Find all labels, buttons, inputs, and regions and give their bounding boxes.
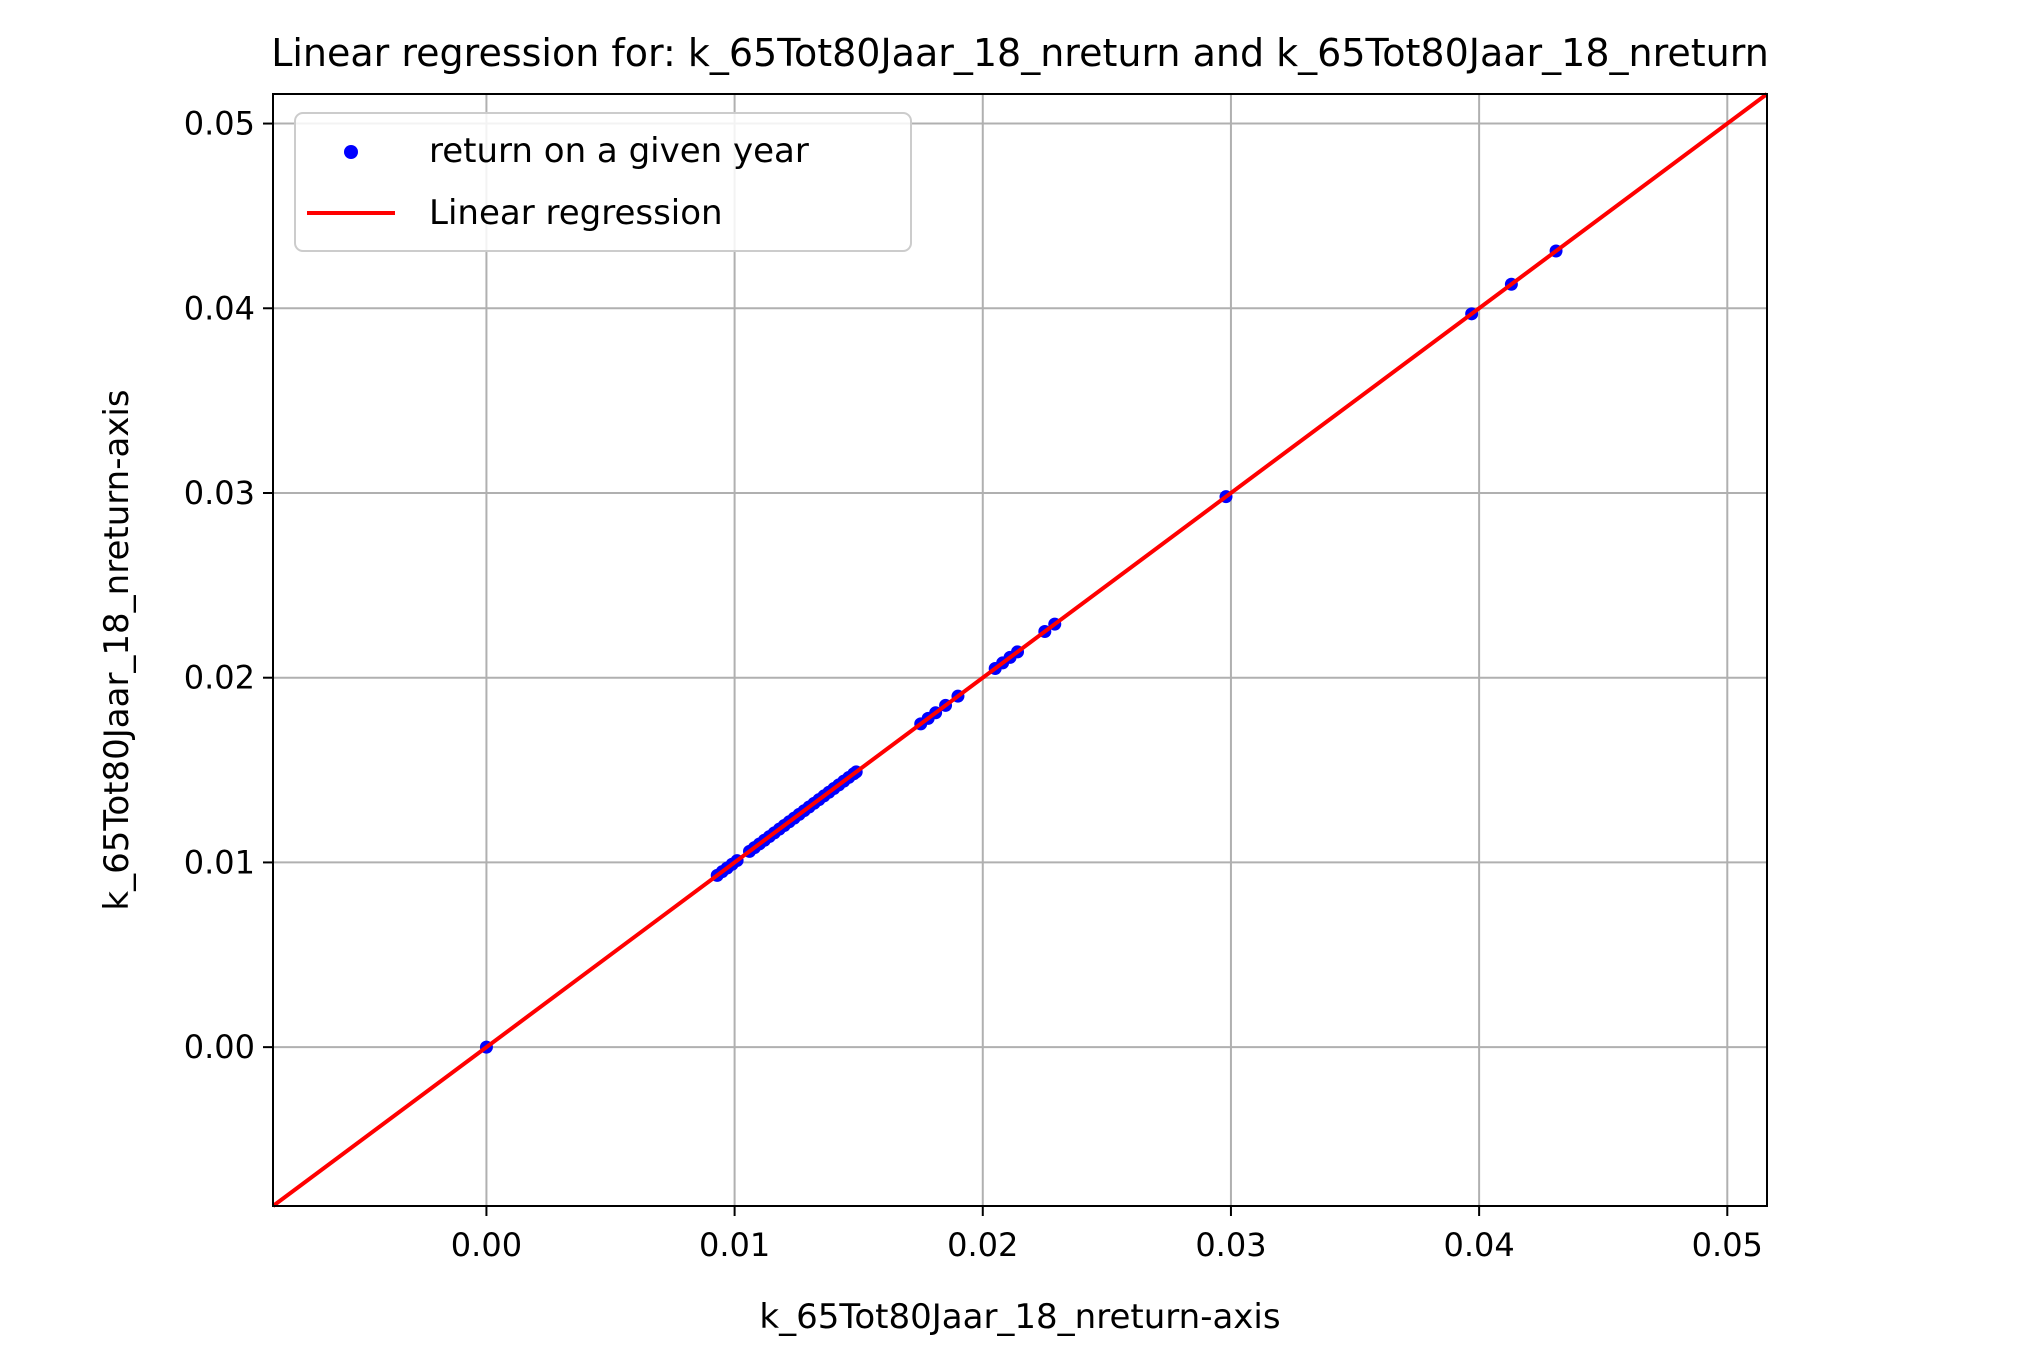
y-tick-label: 0.00 — [184, 1028, 255, 1066]
y-axis-label: k_65Tot80Jaar_18_nreturn-axis — [97, 389, 137, 910]
x-tick-label: 0.00 — [451, 1226, 522, 1264]
x-tick-label: 0.01 — [699, 1226, 770, 1264]
legend: return on a given year Linear regression — [294, 112, 912, 252]
y-tick-label: 0.05 — [184, 105, 255, 143]
legend-scatter-marker — [344, 145, 358, 159]
y-tick-label: 0.01 — [184, 843, 255, 881]
y-tick-label: 0.04 — [184, 289, 255, 327]
chart-title: Linear regression for: k_65Tot80Jaar_18_… — [271, 31, 1769, 75]
legend-label-scatter: return on a given year — [429, 131, 809, 171]
x-tick-label: 0.03 — [1195, 1226, 1266, 1264]
x-tick-label: 0.05 — [1692, 1226, 1763, 1264]
legend-box — [294, 112, 912, 252]
legend-label-regression: Linear regression — [429, 193, 723, 233]
y-axis-ticks: 0.00 0.01 0.02 0.03 0.04 0.05 — [184, 105, 273, 1066]
plot-area — [271, 92, 1769, 1208]
x-tick-label: 0.02 — [947, 1226, 1018, 1264]
x-axis-ticks: 0.00 0.01 0.02 0.03 0.04 0.05 — [451, 1206, 1763, 1264]
x-axis-label: k_65Tot80Jaar_18_nreturn-axis — [759, 1297, 1280, 1337]
y-tick-label: 0.02 — [184, 659, 255, 697]
plot-frame — [272, 93, 1768, 1207]
x-tick-label: 0.04 — [1443, 1226, 1514, 1264]
y-tick-label: 0.03 — [184, 474, 255, 512]
regression-line — [271, 92, 1769, 1208]
